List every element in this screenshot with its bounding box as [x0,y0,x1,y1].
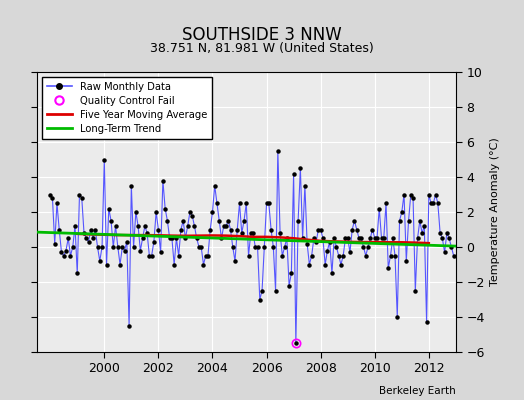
Legend: Raw Monthly Data, Quality Control Fail, Five Year Moving Average, Long-Term Tren: Raw Monthly Data, Quality Control Fail, … [42,77,212,139]
Y-axis label: Temperature Anomaly (°C): Temperature Anomaly (°C) [490,138,500,286]
Text: SOUTHSIDE 3 NNW: SOUTHSIDE 3 NNW [182,26,342,44]
Text: 38.751 N, 81.981 W (United States): 38.751 N, 81.981 W (United States) [150,42,374,55]
Text: Berkeley Earth: Berkeley Earth [379,386,456,396]
